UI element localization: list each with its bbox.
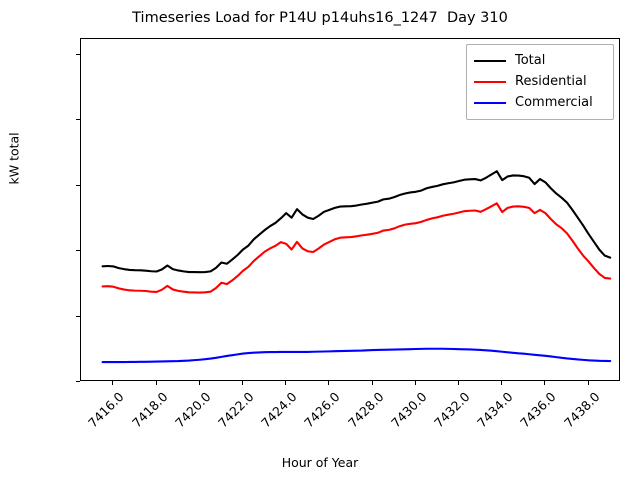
x-axis-tick-mark — [328, 381, 330, 385]
y-axis-tick-mark — [76, 184, 80, 186]
x-axis-tick-mark — [155, 381, 157, 385]
series-line-residential — [101, 202, 612, 294]
x-axis-tick-mark — [112, 381, 114, 385]
x-axis-tick-mark — [371, 381, 373, 385]
x-axis-tick-mark — [544, 381, 546, 385]
series-line-commercial — [101, 347, 612, 364]
y-axis-tick-mark — [76, 53, 80, 55]
x-axis-tick-mark — [458, 381, 459, 385]
legend-item-commercial[interactable]: Commercial — [474, 92, 606, 113]
x-axis-tick-mark — [501, 381, 503, 385]
legend-item-total[interactable]: Total — [474, 50, 606, 71]
legend-label: Total — [515, 53, 546, 68]
y-axis-title: kW total — [6, 132, 22, 185]
x-axis-tick-mark — [414, 381, 416, 385]
legend-label: Residential — [515, 74, 587, 89]
legend-label: Commercial — [515, 95, 593, 110]
x-axis-tick-mark — [285, 381, 287, 385]
legend-swatch-total-icon — [474, 59, 506, 62]
x-axis-title: Hour of Year — [281, 455, 359, 470]
legend-item-residential[interactable]: Residential — [474, 71, 606, 92]
x-axis-tick-mark — [242, 381, 243, 385]
y-axis-tick-mark — [76, 381, 80, 382]
legend-swatch-commercial-icon — [474, 101, 506, 104]
chart-legend: Total Residential Commercial — [466, 44, 614, 120]
y-axis-tick-mark — [76, 315, 80, 317]
legend-swatch-residential-icon — [474, 80, 506, 83]
series-line-total — [101, 170, 612, 274]
chart-title: Timeseries Load for P14U p14uhs16_1247 D… — [132, 10, 508, 26]
x-axis-tick-mark — [198, 381, 200, 385]
y-axis-tick-mark — [76, 119, 80, 121]
plot-lines — [101, 170, 612, 364]
y-axis-tick-mark — [76, 250, 80, 252]
x-axis-tick-mark — [587, 381, 589, 385]
